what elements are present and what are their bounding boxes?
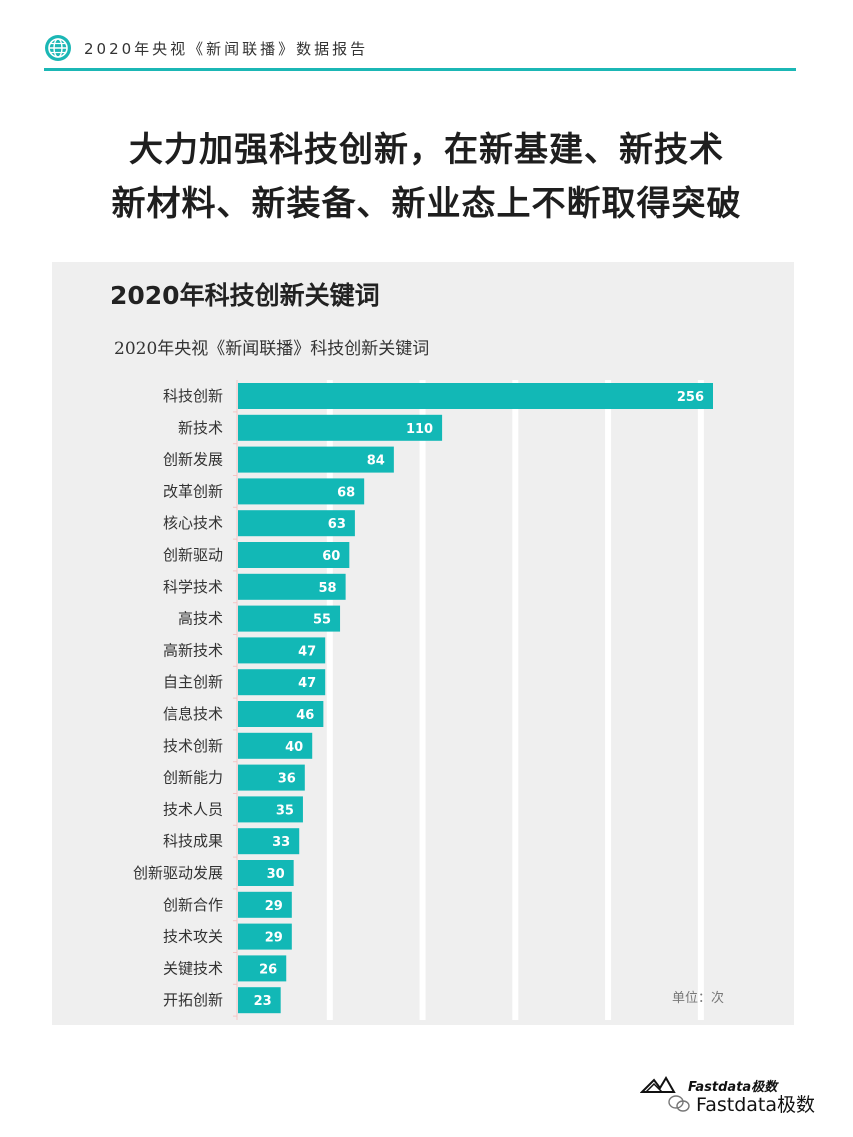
bar	[238, 701, 324, 727]
category-label: 创新发展	[163, 451, 223, 469]
value-label: 46	[296, 708, 314, 723]
header-divider	[44, 68, 796, 71]
fastdata-logo-mark	[640, 1076, 676, 1093]
category-label: 创新能力	[163, 769, 223, 787]
value-label: 47	[298, 676, 316, 691]
bar	[238, 478, 365, 505]
category-label: 科学技术	[163, 578, 223, 596]
category-label: 自主创新	[163, 673, 223, 691]
bar	[238, 987, 281, 1014]
value-label: 30	[267, 867, 285, 882]
bar	[238, 383, 713, 409]
category-label: 高新技术	[163, 641, 223, 659]
category-label: 科技创新	[163, 387, 223, 405]
category-label: 创新驱动发展	[133, 864, 223, 882]
value-label: 33	[272, 835, 290, 850]
unit-label: 单位：次	[672, 991, 725, 1006]
value-label: 36	[278, 772, 296, 787]
category-label: 科技成果	[163, 832, 223, 850]
value-label: 29	[265, 899, 283, 914]
value-label: 23	[254, 994, 272, 1009]
headline-line-1: 大力加强科技创新，在新基建、新技术	[129, 130, 724, 170]
value-label: 35	[276, 803, 294, 818]
gridline	[605, 380, 612, 1020]
bar	[238, 891, 292, 918]
report-title: 2020年央视《新闻联播》数据报告	[84, 40, 369, 58]
category-label: 技术创新	[163, 737, 223, 755]
value-label: 58	[319, 581, 337, 596]
bar	[238, 796, 303, 823]
category-label: 高技术	[178, 610, 223, 628]
report-header: 2020年央视《新闻联播》数据报告	[44, 30, 796, 72]
bar	[238, 446, 394, 473]
category-label: 核心技术	[163, 514, 223, 532]
chart-subtitle: 2020年央视《新闻联播》科技创新关键词	[114, 339, 430, 359]
wechat-icon	[668, 1095, 690, 1113]
bar	[238, 669, 326, 696]
wechat-account[interactable]: Fastdata极数	[668, 1090, 815, 1117]
bar	[238, 510, 355, 537]
category-label: 信息技术	[163, 705, 223, 723]
value-label: 47	[298, 644, 316, 659]
category-label: 改革创新	[163, 482, 223, 500]
wechat-label: Fastdata极数	[696, 1094, 816, 1116]
gridline	[512, 380, 519, 1020]
value-label: 63	[328, 517, 346, 532]
bar	[238, 542, 350, 568]
globe-icon	[45, 35, 71, 61]
category-label: 创新驱动	[163, 546, 223, 564]
value-label: 40	[285, 740, 303, 755]
value-label: 26	[259, 962, 277, 977]
logo-text: Fastdata极数	[688, 1080, 778, 1095]
value-label: 84	[367, 454, 385, 469]
category-label: 技术人员	[163, 800, 223, 818]
value-label: 110	[406, 422, 433, 437]
headline-line-2: 新材料、新装备、新业态上不断取得突破	[111, 184, 742, 224]
gridline	[326, 380, 333, 1020]
category-label: 创新合作	[163, 896, 223, 914]
value-label: 68	[337, 485, 355, 500]
bar	[238, 764, 305, 791]
category-label: 开拓创新	[163, 991, 223, 1009]
value-label: 256	[677, 390, 704, 405]
gridline	[697, 380, 704, 1020]
value-label: 60	[322, 549, 340, 564]
category-label: 技术攻关	[163, 928, 223, 946]
bar	[238, 828, 300, 855]
bar	[238, 732, 313, 759]
bar	[238, 605, 341, 632]
bar	[238, 573, 346, 600]
bar	[238, 414, 443, 441]
gridline	[419, 380, 426, 1020]
category-label: 关键技术	[163, 959, 223, 977]
value-label: 55	[313, 613, 331, 628]
bar	[238, 637, 326, 664]
bar	[238, 955, 287, 982]
bar	[238, 860, 294, 886]
value-label: 29	[265, 931, 283, 946]
bar	[238, 923, 292, 950]
chart-title: 2020年科技创新关键词	[110, 281, 380, 310]
category-label: 新技术	[178, 419, 223, 437]
